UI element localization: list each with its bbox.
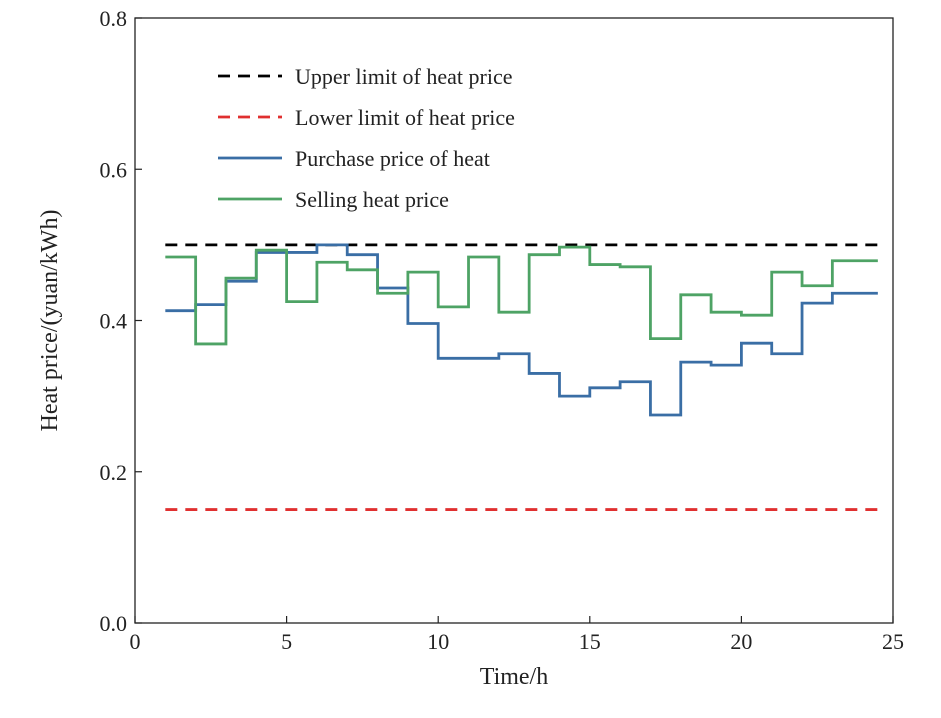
x-tick-label: 20: [730, 629, 752, 654]
x-tick-label: 15: [579, 629, 601, 654]
x-axis-title: Time/h: [480, 664, 548, 690]
x-tick-label: 25: [882, 629, 904, 654]
series-lines: [165, 243, 878, 511]
x-tick-label: 10: [427, 629, 449, 654]
axes: 0 5 10 15 20 25 0.0 0.2 0.4 0.6 0.8: [100, 6, 905, 654]
legend-label-2: Purchase price of heat: [295, 146, 490, 171]
legend-label-3: Selling heat price: [295, 187, 449, 212]
x-tick-label: 5: [281, 629, 292, 654]
series-line-3: [165, 245, 878, 346]
y-tick-label: 0.8: [100, 6, 128, 31]
legend-label-0: Upper limit of heat price: [295, 64, 512, 89]
y-tick-label: 0.2: [100, 460, 128, 485]
y-tick-label: 0.0: [100, 611, 128, 636]
x-tick-label: 0: [130, 629, 141, 654]
series-line-2: [165, 243, 878, 417]
y-tick-label: 0.4: [100, 309, 128, 334]
legend-label-1: Lower limit of heat price: [295, 105, 515, 130]
y-tick-label: 0.6: [100, 157, 128, 182]
legend: Upper limit of heat price Lower limit of …: [218, 64, 515, 212]
y-axis-title: Heat price/(yuan/kWh): [37, 210, 63, 432]
